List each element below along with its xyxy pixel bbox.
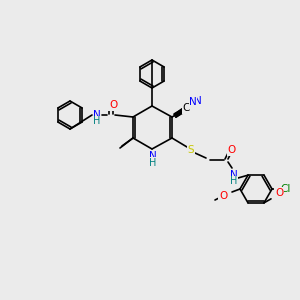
Text: N: N [189, 97, 197, 107]
Text: N: N [194, 96, 202, 106]
Text: S: S [188, 145, 194, 155]
Text: O: O [275, 188, 283, 198]
Text: O: O [219, 191, 227, 201]
Text: H: H [149, 158, 157, 167]
Text: N: N [93, 110, 101, 120]
Text: H: H [93, 116, 101, 126]
Text: N: N [230, 170, 238, 180]
Text: H: H [230, 176, 238, 186]
Text: C: C [182, 103, 190, 113]
Text: C: C [188, 99, 196, 109]
Text: Cl: Cl [281, 184, 291, 194]
Text: N: N [149, 151, 157, 161]
Text: O: O [109, 100, 117, 110]
Text: O: O [228, 145, 236, 155]
